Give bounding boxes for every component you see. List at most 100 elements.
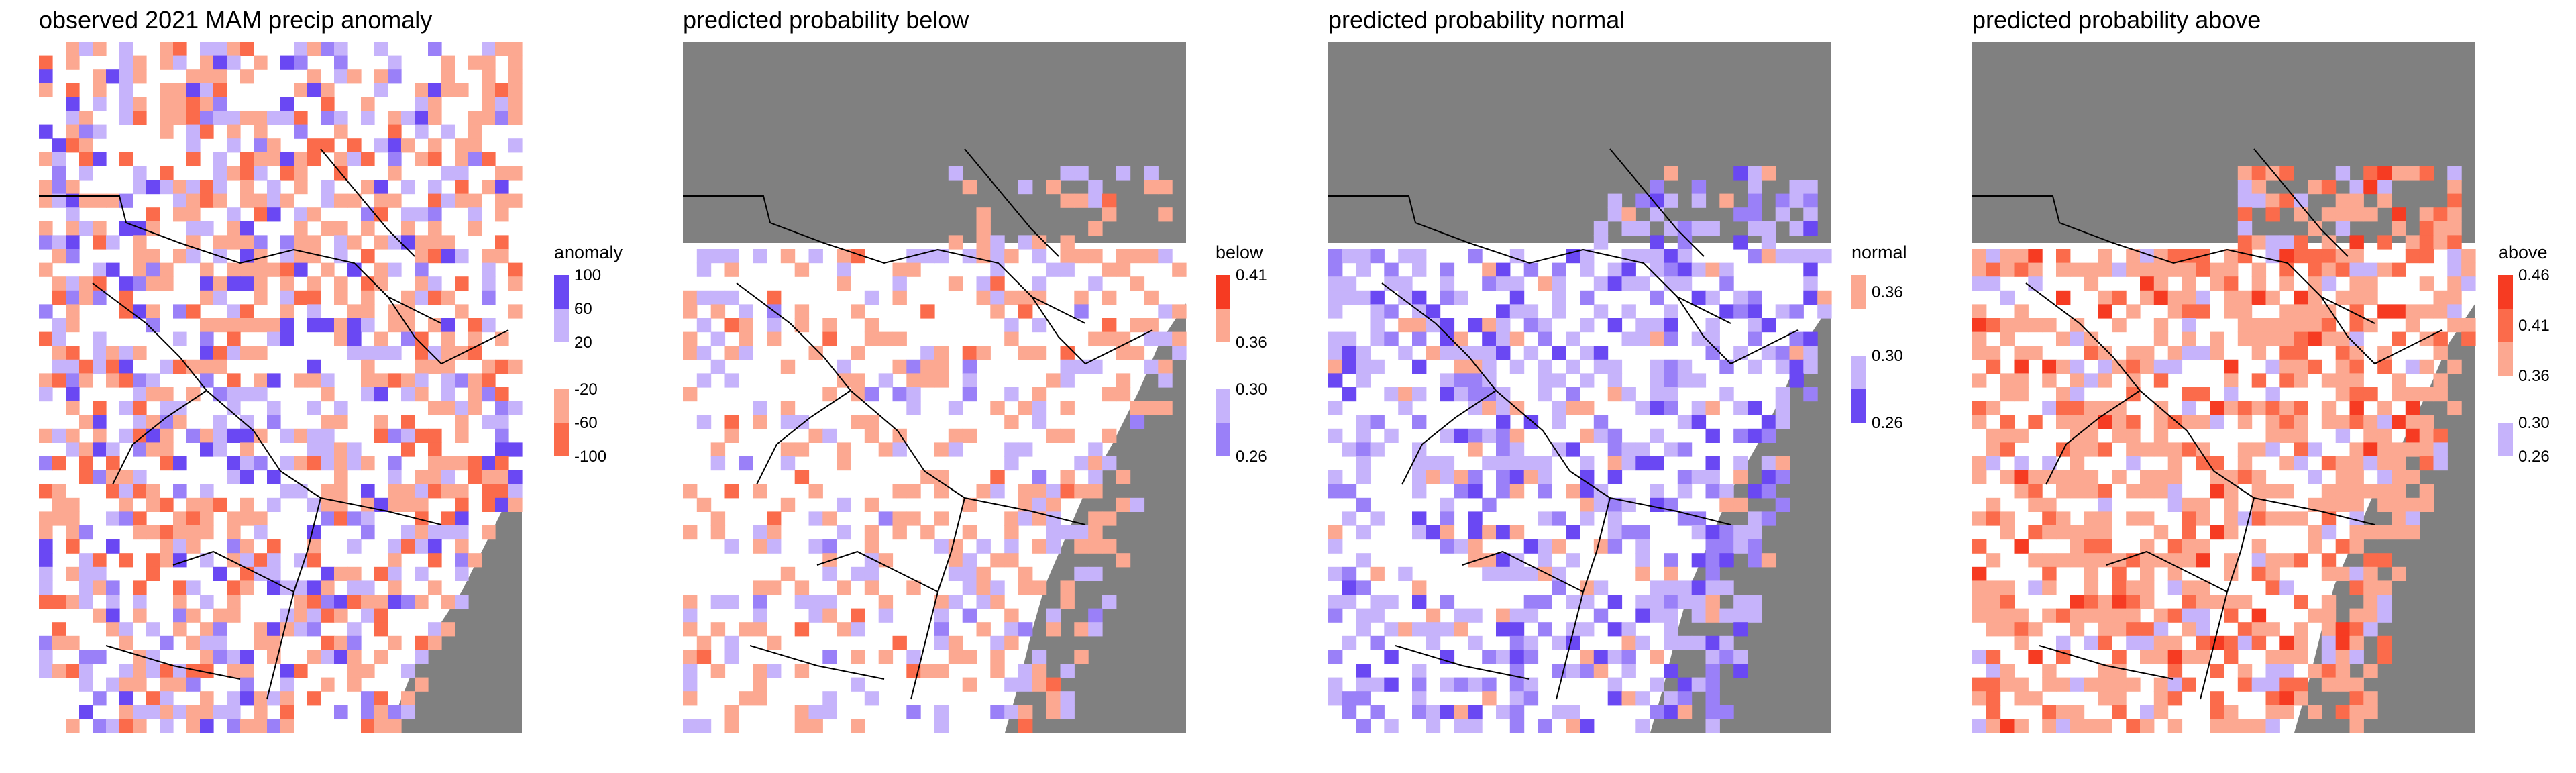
grid-cell [1691, 373, 1707, 388]
grid-cell [495, 249, 509, 264]
grid-cell [1580, 511, 1595, 526]
grid-cell [710, 595, 726, 609]
legend-swatch [554, 309, 569, 342]
grid-cell [1664, 193, 1678, 208]
grid-cell [79, 152, 93, 166]
grid-cell [2321, 553, 2337, 568]
grid-cell [683, 290, 698, 305]
grid-cell [1761, 553, 1776, 568]
grid-cell [200, 42, 214, 56]
grid-cell [1426, 346, 1441, 360]
grid-cell [267, 691, 281, 706]
grid-cell [2363, 166, 2378, 181]
grid-cell [683, 525, 698, 540]
grid-cell [93, 97, 107, 111]
grid-cell [280, 484, 294, 499]
grid-cell [1761, 166, 1776, 181]
grid-cell [2433, 442, 2448, 457]
grid-cell [1426, 635, 1441, 650]
grid-cell [683, 664, 698, 678]
grid-cell [482, 180, 496, 195]
grid-cell [1775, 359, 1790, 374]
grid-cell [2265, 290, 2280, 305]
grid-cell [780, 415, 796, 429]
grid-cell [2419, 484, 2434, 499]
grid-cell [1538, 553, 1552, 568]
grid-cell [307, 249, 321, 264]
grid-cell [240, 428, 254, 443]
grid-cell [146, 484, 160, 499]
grid-cell [173, 415, 187, 429]
grid-cell [2084, 442, 2099, 457]
grid-cell [321, 595, 335, 609]
grid-cell [415, 152, 429, 166]
grid-cell [2349, 497, 2364, 512]
grid-cell [2014, 387, 2029, 402]
grid-cell [441, 83, 455, 97]
grid-cell [2042, 373, 2057, 388]
grid-cell [1468, 705, 1483, 719]
grid-cell [2196, 539, 2210, 554]
grid-cell [1803, 331, 1818, 346]
grid-cell [808, 539, 823, 554]
grid-cell [1607, 650, 1623, 664]
grid-cell [2251, 539, 2267, 554]
grid-cell [1440, 262, 1455, 277]
grid-cell [990, 262, 1005, 277]
grid-cell [347, 622, 362, 637]
grid-cell [254, 124, 268, 139]
grid-cell [2335, 346, 2351, 360]
grid-cell [2000, 525, 2015, 540]
grid-cell [1733, 470, 1748, 484]
grid-cell [52, 235, 66, 250]
grid-cell [1972, 346, 1987, 360]
grid-cell [1761, 415, 1776, 429]
grid-cell [2140, 595, 2155, 609]
grid-cell [837, 442, 851, 457]
grid-cell [347, 235, 362, 250]
grid-cell [1088, 622, 1103, 637]
grid-cell [1705, 566, 1720, 581]
grid-cell [1817, 249, 1832, 264]
grid-cell [2405, 497, 2420, 512]
grid-cell [2224, 525, 2239, 540]
grid-cell [347, 664, 362, 678]
grid-cell [2084, 401, 2099, 415]
grid-cell [267, 553, 281, 568]
grid-cell [1032, 235, 1047, 250]
grid-cell [2335, 373, 2351, 388]
grid-cell [2196, 595, 2210, 609]
grid-cell [2279, 580, 2294, 595]
grid-cell [2000, 677, 2015, 692]
grid-cell [2363, 622, 2378, 637]
grid-cell [93, 152, 107, 166]
grid-cell [2321, 456, 2337, 471]
grid-cell [2056, 553, 2071, 568]
grid-cell [976, 235, 991, 250]
grid-cell [321, 580, 335, 595]
grid-cell [2140, 470, 2155, 484]
grid-cell [2349, 193, 2364, 208]
grid-cell [2070, 622, 2085, 637]
grid-cell [1454, 622, 1468, 637]
grid-cell [334, 415, 348, 429]
grid-cell [415, 539, 429, 554]
grid-cell [2279, 415, 2294, 429]
grid-cell [227, 525, 241, 540]
grid-cell [2392, 415, 2406, 429]
grid-cell [1328, 539, 1343, 554]
grid-cell [1621, 331, 1636, 346]
grid-cell [1677, 484, 1693, 499]
grid-cell [2433, 428, 2448, 443]
grid-cell [2377, 193, 2392, 208]
grid-cell [334, 55, 348, 70]
grid-cell [2321, 235, 2337, 250]
grid-cell [906, 373, 921, 388]
grid-cell [1509, 705, 1525, 719]
grid-cell [2392, 262, 2406, 277]
grid-cell [119, 705, 133, 719]
grid-cell [1398, 401, 1413, 415]
grid-cell [1580, 664, 1595, 678]
grid-cell [1719, 387, 1734, 402]
grid-cell [146, 318, 160, 333]
